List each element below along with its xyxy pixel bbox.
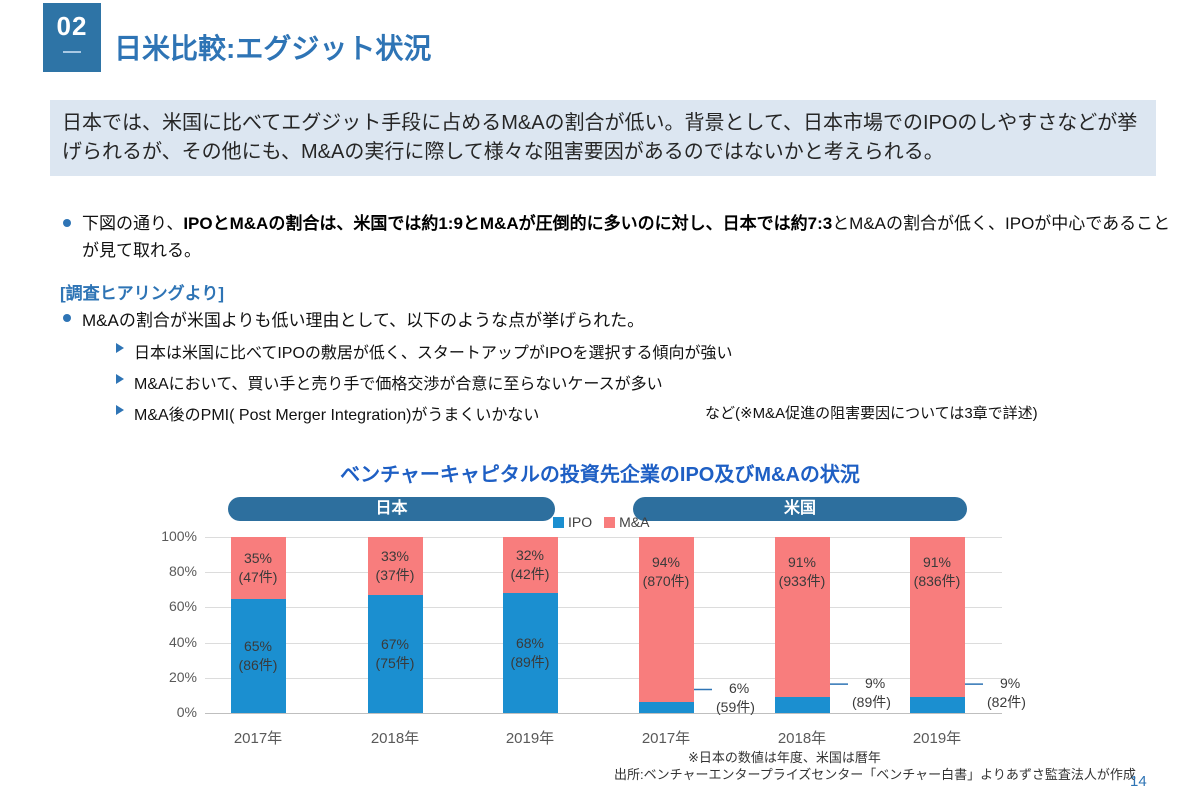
- summary-text: 日本では、米国に比べてエグジット手段に占めるM&Aの割合が低い。背景として、日本…: [62, 112, 1138, 163]
- legend-swatch-ipo-icon: [553, 516, 564, 528]
- arrow-bullet-icon: [116, 374, 124, 384]
- bar-label-ma: 33% (37件): [375, 548, 415, 584]
- bar-label-ipo: 65% (86件): [238, 637, 278, 673]
- sub-bullet-3: M&A後のPMI( Post Merger Integration)がうまくいか…: [134, 407, 540, 424]
- bar-segment-ma: [909, 537, 965, 698]
- y-tick-label: 60%: [168, 598, 197, 614]
- bar-label-ipo-callout: 9% (82件): [987, 675, 1026, 711]
- bullet-1-post: とM&Aの割合が低く、IPOが中心であることが見て取れる。: [82, 214, 1171, 260]
- bar-segment-ma: [502, 537, 558, 594]
- y-tick-label: 20%: [168, 669, 197, 685]
- y-tick-label: 0%: [176, 704, 197, 720]
- y-tick-label: 100%: [161, 528, 197, 544]
- bar-label-ma: 91% (933件): [778, 554, 826, 589]
- bar-label-ma: 32% (42件): [510, 547, 550, 583]
- x-axis-label: 2017年: [233, 730, 283, 747]
- bar-label-ma: 94% (870件): [642, 554, 690, 589]
- bar-segment-ma: [367, 537, 423, 596]
- bar-segment-ipo: [367, 595, 423, 713]
- legend-label-ma: M&A: [619, 514, 650, 530]
- arrow-bullet-icon: [116, 405, 124, 415]
- chart-legend: IPO M&A: [553, 514, 649, 530]
- bullet-1: 下図の通り、IPOとM&Aの割合は、米国では約1:9とM&Aが圧倒的に多いのに対…: [82, 210, 1174, 264]
- section-number: 02: [56, 11, 88, 41]
- x-axis-label: 2019年: [505, 730, 555, 747]
- legend-swatch-ma-icon: [604, 516, 616, 528]
- bar-label-ipo-callout: 6% (59件): [716, 680, 755, 716]
- bar-label-ipo: 68% (89件): [510, 635, 550, 671]
- bar-segment-ma: [774, 537, 830, 698]
- gridline: [205, 572, 1002, 573]
- x-axis-label: 2017年: [641, 730, 691, 747]
- bar-segment-ipo: [774, 697, 830, 713]
- bar-segment-ma: [638, 537, 694, 703]
- gridline: [205, 643, 1002, 644]
- gridline: [205, 537, 1002, 538]
- y-tick-label: 80%: [168, 563, 197, 579]
- legend-item-ma: M&A: [604, 514, 649, 530]
- group-header-us: 米国: [633, 497, 967, 521]
- page-number: 14: [1130, 773, 1147, 790]
- y-tick-label: 40%: [168, 634, 197, 650]
- bar-label-ma: 35% (47件): [238, 549, 278, 585]
- source-note: 出所:ベンチャーエンタープライズセンター「ベンチャー白書」よりあずさ監査法人が作…: [614, 767, 1136, 782]
- sub-bullet-note: など(※M&A促進の阻害要因については3章で詳述): [705, 405, 1038, 422]
- legend-item-ipo: IPO: [553, 514, 592, 530]
- badge-dash-icon: [63, 51, 81, 53]
- hearing-heading: [調査ヒアリングより]: [60, 284, 224, 303]
- x-axis-label: 2019年: [912, 730, 962, 747]
- gridline: [205, 678, 1002, 679]
- bullet-dot-icon: [63, 219, 71, 227]
- sub-bullet-2: M&Aにおいて、買い手と売り手で価格交渉が合意に至らないケースが多い: [134, 376, 663, 393]
- chart-footnote: ※日本の数値は年度、米国は暦年: [688, 750, 881, 765]
- bullet-2: M&Aの割合が米国よりも低い理由として、以下のような点が挙げられた。: [82, 311, 645, 330]
- bar-label-ipo: 67% (75件): [375, 636, 415, 672]
- bar-segment-ipo: [230, 598, 286, 713]
- bar-label-ma: 91% (836件): [913, 554, 961, 589]
- bar-label-ipo-callout: 9% (89件): [852, 675, 891, 711]
- legend-label-ipo: IPO: [568, 514, 593, 530]
- group-header-japan: 日本: [228, 497, 555, 521]
- bar-segment-ma: [230, 537, 286, 599]
- page-title: 日米比較:エグジット状況: [114, 33, 432, 64]
- sub-bullet-1: 日本は米国に比べてIPOの敷居が低く、スタートアップがIPOを選択する傾向が強い: [134, 345, 733, 362]
- x-axis-label: 2018年: [370, 730, 420, 747]
- bullet-dot-icon: [63, 314, 71, 322]
- x-axis-label: 2018年: [777, 730, 827, 747]
- arrow-bullet-icon: [116, 343, 124, 353]
- chart-plot-area: 100% 80% 60% 40% 20% 0% 35% (47件) 65% (86件) 2017年 3…: [161, 528, 1026, 747]
- bar-segment-ipo: [502, 593, 558, 713]
- chart-title: ベンチャーキャピタルの投資先企業のIPO及びM&Aの状況: [340, 464, 860, 486]
- bullet-1-pre: 下図の通り、: [82, 214, 184, 233]
- bar-segment-ipo: [638, 702, 694, 713]
- bar-segment-ipo: [909, 697, 965, 713]
- summary-box: 日本では、米国に比べてエグジット手段に占めるM&Aの割合が低い。背景として、日本…: [50, 100, 1156, 176]
- section-number-badge: 02: [43, 3, 101, 72]
- bullet-1-bold: IPOとM&Aの割合は、米国では約1:9とM&Aが圧倒的に多いのに対し、日本では…: [183, 214, 833, 233]
- gridline: [205, 713, 1002, 714]
- gridline: [205, 607, 1002, 608]
